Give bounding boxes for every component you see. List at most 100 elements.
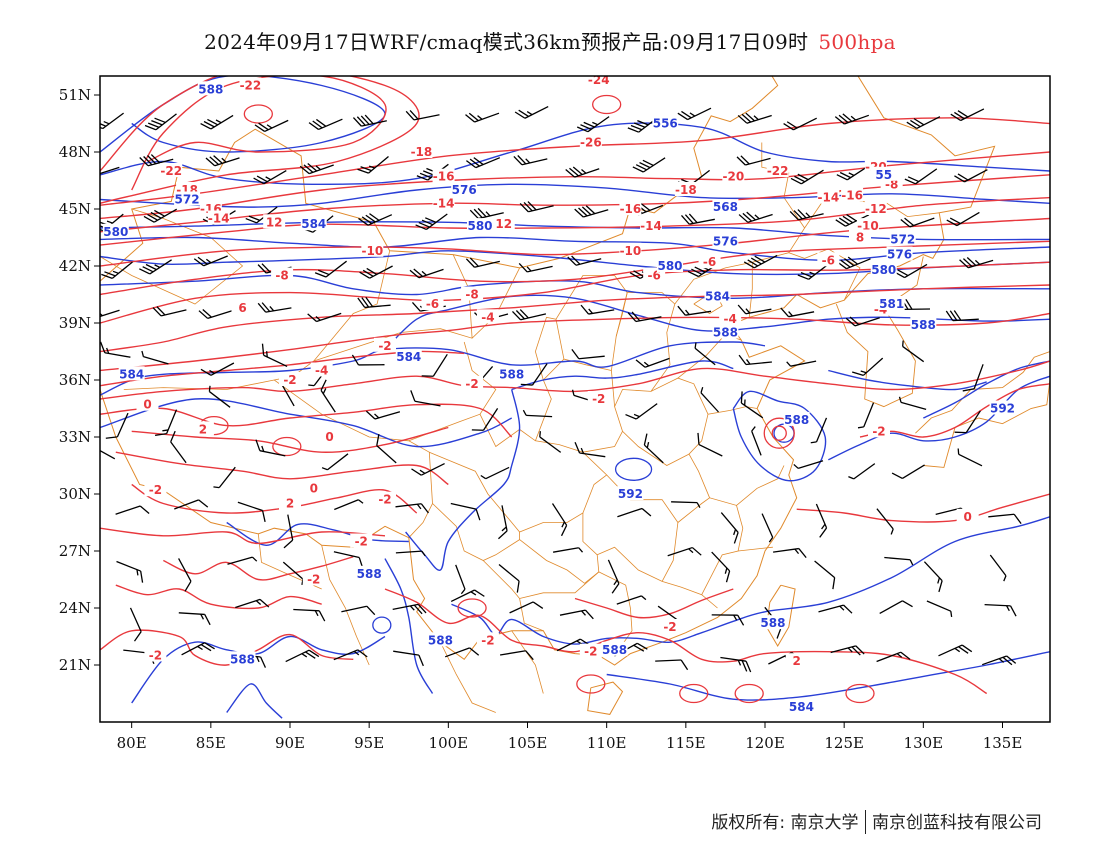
temperature-contour xyxy=(384,588,988,695)
label-mask xyxy=(498,366,525,381)
wind-barb xyxy=(497,505,508,540)
label-mask xyxy=(263,214,286,229)
wind-barb xyxy=(810,417,828,444)
wind-barb xyxy=(625,403,658,420)
wind-barb xyxy=(954,169,988,183)
label-mask xyxy=(318,429,341,443)
label-mask xyxy=(868,423,890,438)
temperature-label: 8 xyxy=(856,231,864,245)
temperature-label: -18 xyxy=(675,183,697,197)
temperature-label: -2 xyxy=(355,535,368,549)
temperature-contour xyxy=(845,683,875,704)
wind-barb xyxy=(938,644,973,657)
label-mask xyxy=(712,199,739,214)
temperature-label: 0 xyxy=(325,430,333,444)
label-mask xyxy=(118,366,145,381)
wind-barb xyxy=(321,453,349,471)
wind-barb xyxy=(411,463,445,476)
temperature-label: 6 xyxy=(238,301,246,315)
temperature-label: -2 xyxy=(592,392,605,406)
temperature-contour xyxy=(100,360,1050,400)
height-label: 588 xyxy=(713,326,738,340)
height-label: 580 xyxy=(657,259,682,273)
wind-barb xyxy=(520,363,548,386)
x-tick-label: 100E xyxy=(429,734,469,752)
label-mask xyxy=(174,191,201,206)
temperature-label: -18 xyxy=(411,145,433,159)
wind-barb xyxy=(293,608,326,622)
temperature-label: -2 xyxy=(584,645,597,659)
wind-barb xyxy=(509,601,544,614)
temperature-contour xyxy=(100,76,420,204)
wind-barb xyxy=(235,598,270,609)
temperature-label: -4 xyxy=(723,312,736,326)
temperature-label: 12 xyxy=(495,217,512,231)
wind-barb xyxy=(738,211,773,223)
neighbor-border xyxy=(321,545,370,666)
temperature-contour xyxy=(679,683,709,704)
wind-barb xyxy=(471,408,499,431)
temperature-label: -14 xyxy=(433,196,455,210)
wind-barb xyxy=(359,265,393,279)
label-mask xyxy=(587,76,610,86)
temperature-label: -10 xyxy=(361,244,383,258)
wind-barb xyxy=(352,114,387,127)
height-label: 592 xyxy=(990,402,1015,416)
temperature-contour xyxy=(734,683,764,704)
wind-barb xyxy=(845,316,880,327)
label-mask xyxy=(467,218,493,233)
province-border xyxy=(614,377,709,466)
label-mask xyxy=(239,77,262,92)
wind-barb xyxy=(743,254,778,269)
height-contour xyxy=(100,250,1050,276)
temperature-contour xyxy=(457,598,487,618)
wind-barb xyxy=(174,499,209,510)
wind-barb xyxy=(200,114,234,130)
temperature-label: 2 xyxy=(286,497,294,511)
wind-barb xyxy=(677,107,712,121)
wind-barb xyxy=(926,600,953,618)
wind-barb xyxy=(253,170,287,185)
temperature-contour xyxy=(100,629,354,666)
height-contour xyxy=(226,521,409,547)
neighbor-border xyxy=(915,351,1050,434)
wind-barb xyxy=(410,390,441,407)
wind-barb xyxy=(737,112,772,124)
wind-barb xyxy=(205,155,240,167)
wind-barb xyxy=(635,357,670,368)
wind-barb xyxy=(299,163,334,175)
wind-barb xyxy=(152,306,187,317)
label-mask xyxy=(102,223,129,238)
wind-barb xyxy=(834,113,870,125)
temperature-label: -10 xyxy=(620,244,642,258)
y-tick-label: 27N xyxy=(59,542,91,560)
label-mask xyxy=(300,216,327,231)
label-mask xyxy=(788,698,815,713)
label-mask xyxy=(160,163,183,177)
wind-barb xyxy=(213,466,236,489)
temperature-label: -2 xyxy=(149,649,162,663)
label-mask xyxy=(476,309,499,324)
height-label: 580 xyxy=(103,225,128,239)
wind-barb xyxy=(100,166,120,176)
height-label: 588 xyxy=(499,367,524,381)
wind-barb xyxy=(751,426,762,456)
temperature-label: -2 xyxy=(378,493,391,507)
y-tick-label: 24N xyxy=(59,599,91,617)
label-mask xyxy=(856,218,879,233)
height-label: 576 xyxy=(887,248,912,262)
wind-barb xyxy=(512,309,547,321)
label-mask xyxy=(719,311,742,326)
height-label: 584 xyxy=(396,350,421,364)
x-tick-label: 110E xyxy=(587,734,627,752)
height-contour xyxy=(100,236,1050,262)
wind-barb xyxy=(954,410,981,434)
wind-barb xyxy=(643,433,664,464)
label-mask xyxy=(476,632,499,647)
height-contour xyxy=(614,457,653,481)
wind-barb xyxy=(141,350,169,365)
temperature-label: -20 xyxy=(722,170,744,184)
island-border xyxy=(587,681,624,715)
wind-barb xyxy=(902,340,925,363)
